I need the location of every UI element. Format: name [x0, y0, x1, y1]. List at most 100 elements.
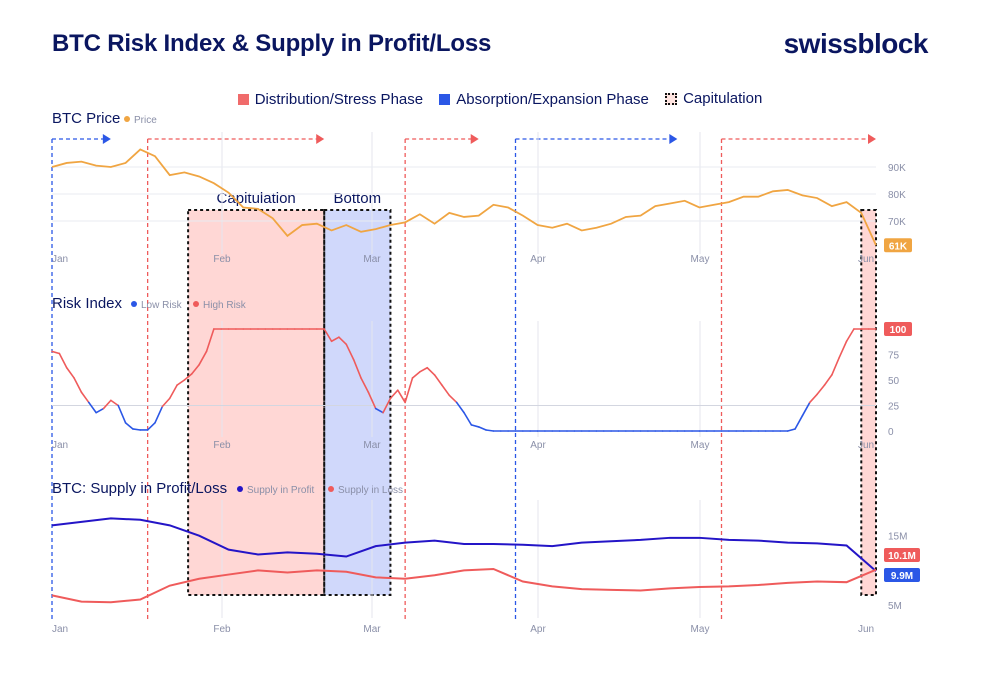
legend-item-capitulation: Capitulation: [665, 90, 762, 107]
risk-segment: [382, 397, 392, 414]
risk-segment: [198, 350, 208, 366]
risk-segment: [80, 391, 90, 404]
low-risk-legend-dot: [131, 301, 137, 307]
risk-segment: [419, 366, 429, 373]
risk-segment: [146, 422, 156, 431]
supply-profit-line: [51, 517, 877, 572]
risk-segment: [161, 397, 171, 408]
risk-last-tag: [884, 322, 912, 336]
risk-segment: [190, 363, 200, 375]
risk-segment: [396, 389, 406, 404]
price-legend-label: Price: [134, 115, 157, 126]
risk-segment: [132, 428, 142, 431]
risk-segment: [786, 428, 796, 432]
legend-swatch-capitulation: [665, 92, 678, 105]
risk-segment: [87, 401, 97, 414]
risk-segment: [816, 384, 826, 396]
risk-segment: [360, 377, 370, 394]
x-tick-label: Jun: [858, 440, 874, 451]
page-title: BTC Risk Index & Supply in Profit/Loss: [52, 30, 492, 57]
price-last-label: 61K: [889, 241, 908, 252]
price-panel-title: BTC Price: [52, 110, 120, 127]
x-tick-label: Apr: [530, 440, 546, 451]
loss-last-tag: [884, 548, 920, 562]
legend-label-distribution: Distribution/Stress Phase: [254, 90, 424, 108]
risk-segment: [338, 336, 348, 346]
capitulation-region: [188, 210, 325, 595]
y-tick-label: 80K: [888, 190, 906, 201]
risk-segment: [330, 336, 340, 343]
profit-last-label: 9.9M: [891, 571, 913, 582]
x-tick-label: Feb: [213, 440, 231, 451]
x-tick-label: Apr: [530, 254, 546, 265]
risk-segment: [794, 414, 804, 430]
y-tick-label: 50: [888, 376, 900, 387]
y-tick-label: 90K: [888, 163, 906, 174]
x-tick-label: Mar: [363, 624, 381, 635]
bottom-region: [324, 210, 391, 595]
profit-legend-label: Supply in Profit: [247, 485, 314, 496]
x-tick-label: May: [691, 254, 710, 265]
risk-segment: [470, 424, 480, 428]
x-tick-label: Mar: [363, 254, 381, 265]
phase-arrowhead: [868, 134, 876, 144]
loss-legend-label: Supply in Loss: [338, 485, 403, 496]
risk-segment: [205, 328, 215, 353]
legend-swatch-distribution: [237, 93, 249, 105]
loss-last-label: 10.1M: [888, 551, 916, 562]
risk-segment: [463, 411, 473, 426]
risk-segment: [448, 394, 458, 404]
risk-segment: [65, 366, 75, 379]
risk-segment: [441, 384, 451, 397]
price-legend-dot: [124, 116, 130, 122]
price-line: [51, 148, 877, 246]
risk-segment: [73, 377, 83, 394]
risk-segment: [455, 401, 465, 414]
x-tick-label: Jan: [52, 624, 68, 635]
risk-segment: [823, 374, 833, 386]
phase-arrowhead: [669, 134, 678, 144]
risk-segment: [838, 340, 848, 359]
risk-segment: [389, 389, 399, 400]
risk-segment: [831, 356, 841, 376]
x-tick-label: Mar: [363, 440, 381, 451]
risk-segment: [183, 373, 193, 381]
risk-segment: [117, 404, 127, 424]
x-tick-label: May: [691, 440, 710, 451]
x-tick-label: Jan: [52, 254, 68, 265]
legend-item-distribution: Distribution/Stress Phase: [237, 90, 424, 108]
risk-segment: [51, 350, 61, 355]
june-capitulation-region: [861, 210, 876, 595]
risk-segment: [374, 407, 384, 414]
risk-segment: [352, 358, 362, 379]
risk-segment: [124, 422, 134, 430]
x-tick-label: Jan: [52, 440, 68, 451]
legend-item-absorption: Absorption/Expansion Phase: [439, 91, 649, 108]
y-tick-label: 5M: [888, 601, 902, 612]
risk-segment: [154, 405, 164, 424]
supply-panel-title: BTC: Supply in Profit/Loss: [52, 480, 227, 497]
high-risk-legend-label: High Risk: [203, 300, 247, 311]
loss-legend-dot: [328, 486, 334, 492]
bottom-annotation: Bottom: [334, 190, 382, 207]
y-tick-label: 70K: [888, 217, 906, 228]
bottom-box: [323, 209, 392, 596]
price-last-tag: [884, 238, 912, 253]
risk-segment: [411, 371, 421, 379]
risk-panel-title: Risk Index: [52, 295, 123, 312]
y-tick-label: 75: [888, 351, 900, 362]
risk-segment: [433, 374, 443, 386]
risk-segment: [845, 328, 855, 343]
risk-segment: [110, 399, 120, 407]
june-capitulation-box: [860, 209, 877, 596]
supply-loss-line: [51, 568, 877, 604]
risk-segment: [808, 393, 818, 404]
risk-segment: [404, 377, 414, 404]
x-tick-label: Jun: [858, 624, 874, 635]
risk-segment: [323, 328, 333, 343]
phase-legend: Distribution/Stress Phase Absorption/Exp…: [0, 90, 1000, 109]
phase-arrowhead: [102, 134, 111, 144]
y-tick-label: 15M: [888, 532, 907, 543]
risk-segment: [477, 426, 487, 431]
y-tick-label: 25: [888, 402, 900, 413]
